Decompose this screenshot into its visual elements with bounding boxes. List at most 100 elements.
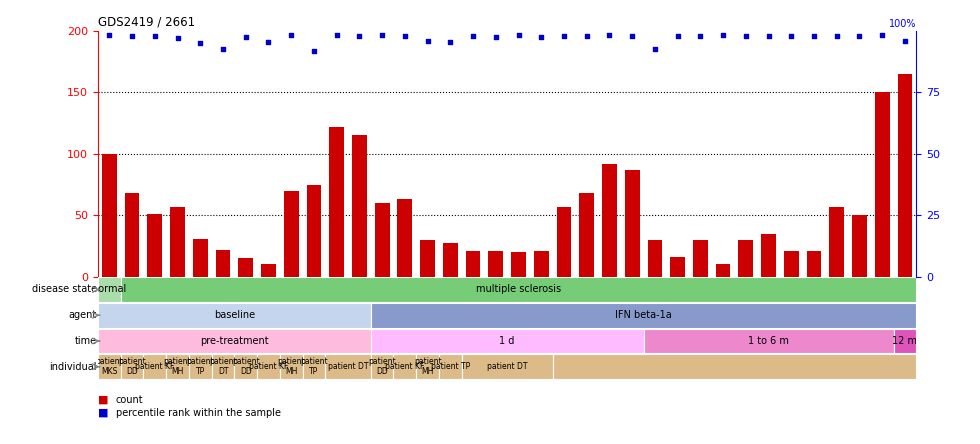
Bar: [280, 354, 303, 379]
Point: [283, 31, 299, 38]
Bar: [370, 354, 394, 379]
Bar: [303, 354, 325, 379]
Point: [807, 32, 822, 40]
Bar: [398, 199, 413, 277]
Point: [669, 32, 685, 40]
Point: [419, 37, 435, 44]
Bar: [329, 127, 344, 277]
Text: GDS2419 / 2661: GDS2419 / 2661: [98, 16, 195, 28]
Bar: [534, 251, 549, 277]
Bar: [216, 250, 230, 277]
Point: [374, 31, 390, 38]
Bar: [898, 74, 912, 277]
Text: baseline: baseline: [214, 310, 255, 320]
Bar: [894, 329, 916, 353]
Text: patient
MH: patient MH: [277, 357, 305, 377]
Bar: [462, 354, 553, 379]
Text: 1 d: 1 d: [500, 336, 514, 346]
Bar: [557, 206, 571, 277]
Point: [124, 32, 140, 40]
Text: patient DT: patient DT: [487, 362, 527, 371]
Bar: [370, 303, 916, 328]
Bar: [124, 193, 139, 277]
Bar: [852, 215, 867, 277]
Bar: [121, 354, 143, 379]
Point: [352, 32, 368, 40]
Bar: [394, 354, 416, 379]
Point: [102, 31, 118, 38]
Point: [602, 31, 617, 38]
Bar: [602, 164, 616, 277]
Point: [738, 32, 754, 40]
Text: patient
DD: patient DD: [368, 357, 396, 377]
Text: ■: ■: [98, 395, 112, 404]
Bar: [512, 252, 526, 277]
Bar: [189, 354, 212, 379]
Bar: [875, 92, 890, 277]
Point: [829, 32, 845, 40]
Point: [261, 39, 276, 46]
Bar: [98, 303, 370, 328]
Text: 1 to 6 m: 1 to 6 m: [748, 336, 789, 346]
Bar: [648, 240, 662, 277]
Point: [147, 32, 163, 40]
Bar: [167, 354, 189, 379]
Point: [852, 32, 867, 40]
Text: patient
MH: patient MH: [414, 357, 441, 377]
Bar: [553, 354, 916, 379]
Bar: [370, 329, 644, 353]
Bar: [693, 240, 708, 277]
Bar: [325, 354, 370, 379]
Text: patient
TP: patient TP: [186, 357, 214, 377]
Text: patient
DD: patient DD: [119, 357, 146, 377]
Text: individual: individual: [49, 362, 97, 372]
Bar: [374, 203, 389, 277]
Point: [693, 32, 709, 40]
Point: [216, 46, 231, 53]
Text: patient
MKS: patient MKS: [96, 357, 123, 377]
Point: [488, 34, 504, 41]
Bar: [238, 258, 253, 277]
Point: [897, 37, 912, 44]
Point: [874, 31, 890, 38]
Point: [466, 32, 481, 40]
Bar: [579, 193, 594, 277]
Point: [579, 32, 595, 40]
Point: [329, 31, 345, 38]
Bar: [739, 240, 754, 277]
Text: patient
DT: patient DT: [209, 357, 237, 377]
Point: [306, 47, 321, 54]
Bar: [670, 257, 685, 277]
Bar: [352, 135, 367, 277]
Point: [511, 31, 526, 38]
Point: [443, 39, 459, 46]
Bar: [307, 185, 321, 277]
Text: normal: normal: [92, 285, 126, 294]
Text: patient DT: patient DT: [327, 362, 368, 371]
Bar: [625, 170, 640, 277]
Text: patient TP: patient TP: [430, 362, 470, 371]
Point: [715, 31, 731, 38]
Point: [760, 32, 776, 40]
Bar: [420, 240, 435, 277]
Bar: [466, 251, 480, 277]
Text: patient KF: patient KF: [385, 362, 424, 371]
Bar: [784, 251, 799, 277]
Point: [647, 46, 662, 53]
Text: percentile rank within the sample: percentile rank within the sample: [116, 408, 280, 418]
Point: [238, 34, 254, 41]
Bar: [829, 206, 844, 277]
Bar: [212, 354, 234, 379]
Bar: [98, 354, 121, 379]
Bar: [98, 329, 370, 353]
Text: IFN beta-1a: IFN beta-1a: [615, 310, 672, 320]
Text: count: count: [116, 395, 143, 404]
Text: patient KF: patient KF: [135, 362, 174, 371]
Text: time: time: [74, 336, 97, 346]
Bar: [416, 354, 439, 379]
Point: [556, 32, 571, 40]
Bar: [171, 206, 185, 277]
Point: [624, 32, 640, 40]
Point: [783, 32, 799, 40]
Bar: [261, 264, 275, 277]
